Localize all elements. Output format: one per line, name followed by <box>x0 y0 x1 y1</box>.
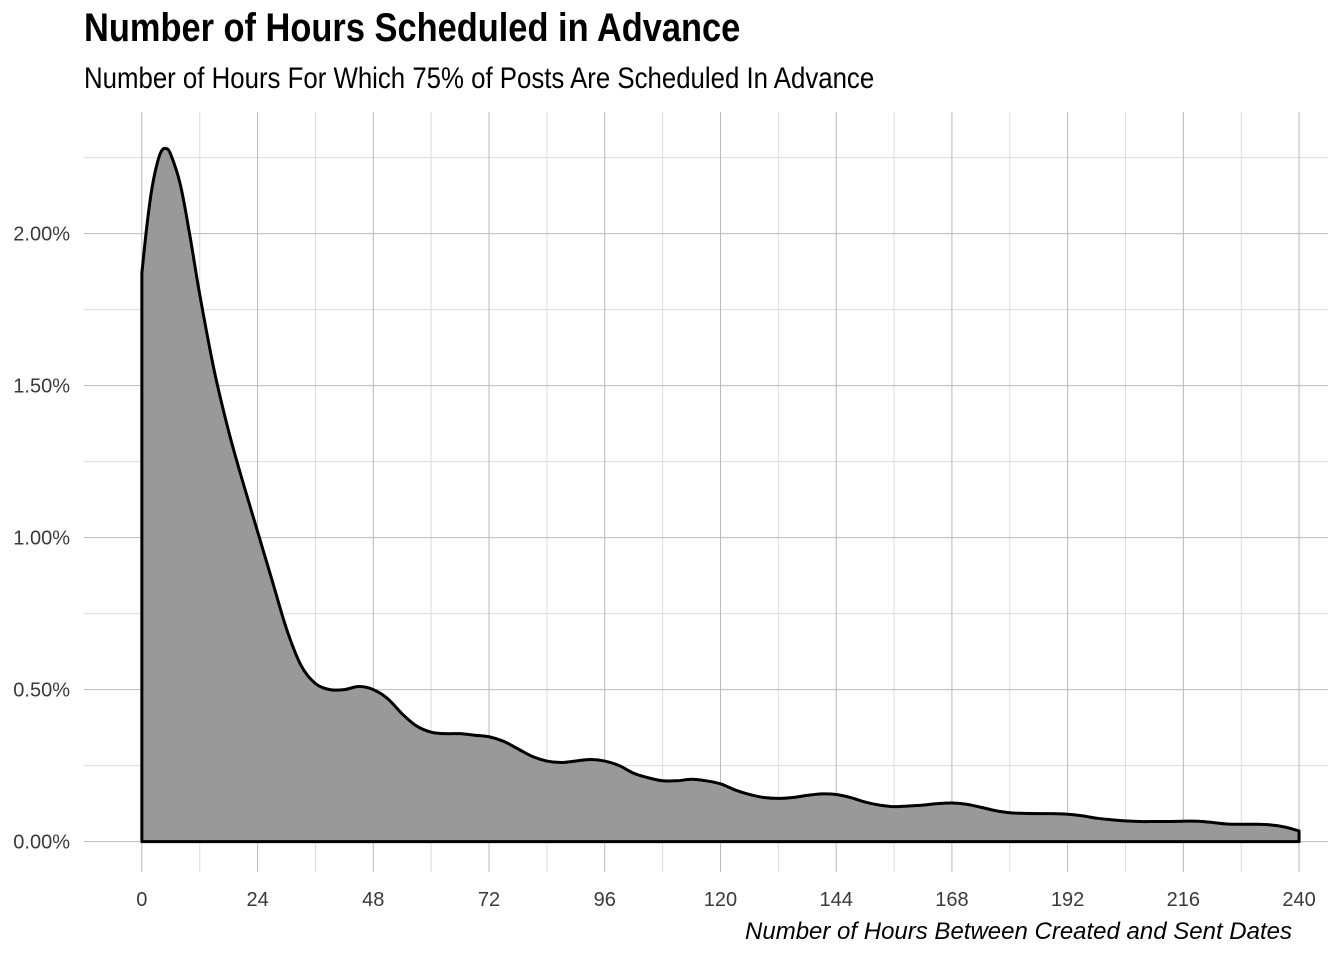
density-area <box>140 146 1301 844</box>
x-tick-label: 144 <box>819 889 852 911</box>
y-tick-label: 0.50% <box>13 680 70 702</box>
chart-title: Number of Hours Scheduled in Advance <box>84 6 741 50</box>
y-tick-label: 1.50% <box>13 376 70 398</box>
y-tick-label: 0.00% <box>13 832 70 854</box>
y-axis-ticks: 0.00% 0.50% 1.00% 1.50% 2.00% <box>13 224 70 854</box>
y-tick-label: 2.00% <box>13 224 70 246</box>
x-tick-label: 192 <box>1051 889 1084 911</box>
x-tick-label: 168 <box>935 889 968 911</box>
y-tick-label: 1.00% <box>13 528 70 550</box>
x-tick-label: 240 <box>1282 889 1315 911</box>
x-axis-label: Number of Hours Between Created and Sent… <box>745 918 1292 945</box>
x-tick-label: 24 <box>246 889 268 911</box>
x-tick-label: 48 <box>362 889 384 911</box>
x-axis-ticks: 0 24 48 72 96 120 144 168 192 216 240 <box>136 889 1315 911</box>
x-tick-label: 96 <box>594 889 616 911</box>
x-tick-label: 216 <box>1167 889 1200 911</box>
density-area-path <box>140 146 1301 844</box>
x-tick-label: 120 <box>704 889 737 911</box>
chart-subtitle: Number of Hours For Which 75% of Posts A… <box>84 62 875 95</box>
x-tick-label: 72 <box>478 889 500 911</box>
minor-gridlines <box>84 112 1328 872</box>
x-tick-label: 0 <box>136 889 147 911</box>
